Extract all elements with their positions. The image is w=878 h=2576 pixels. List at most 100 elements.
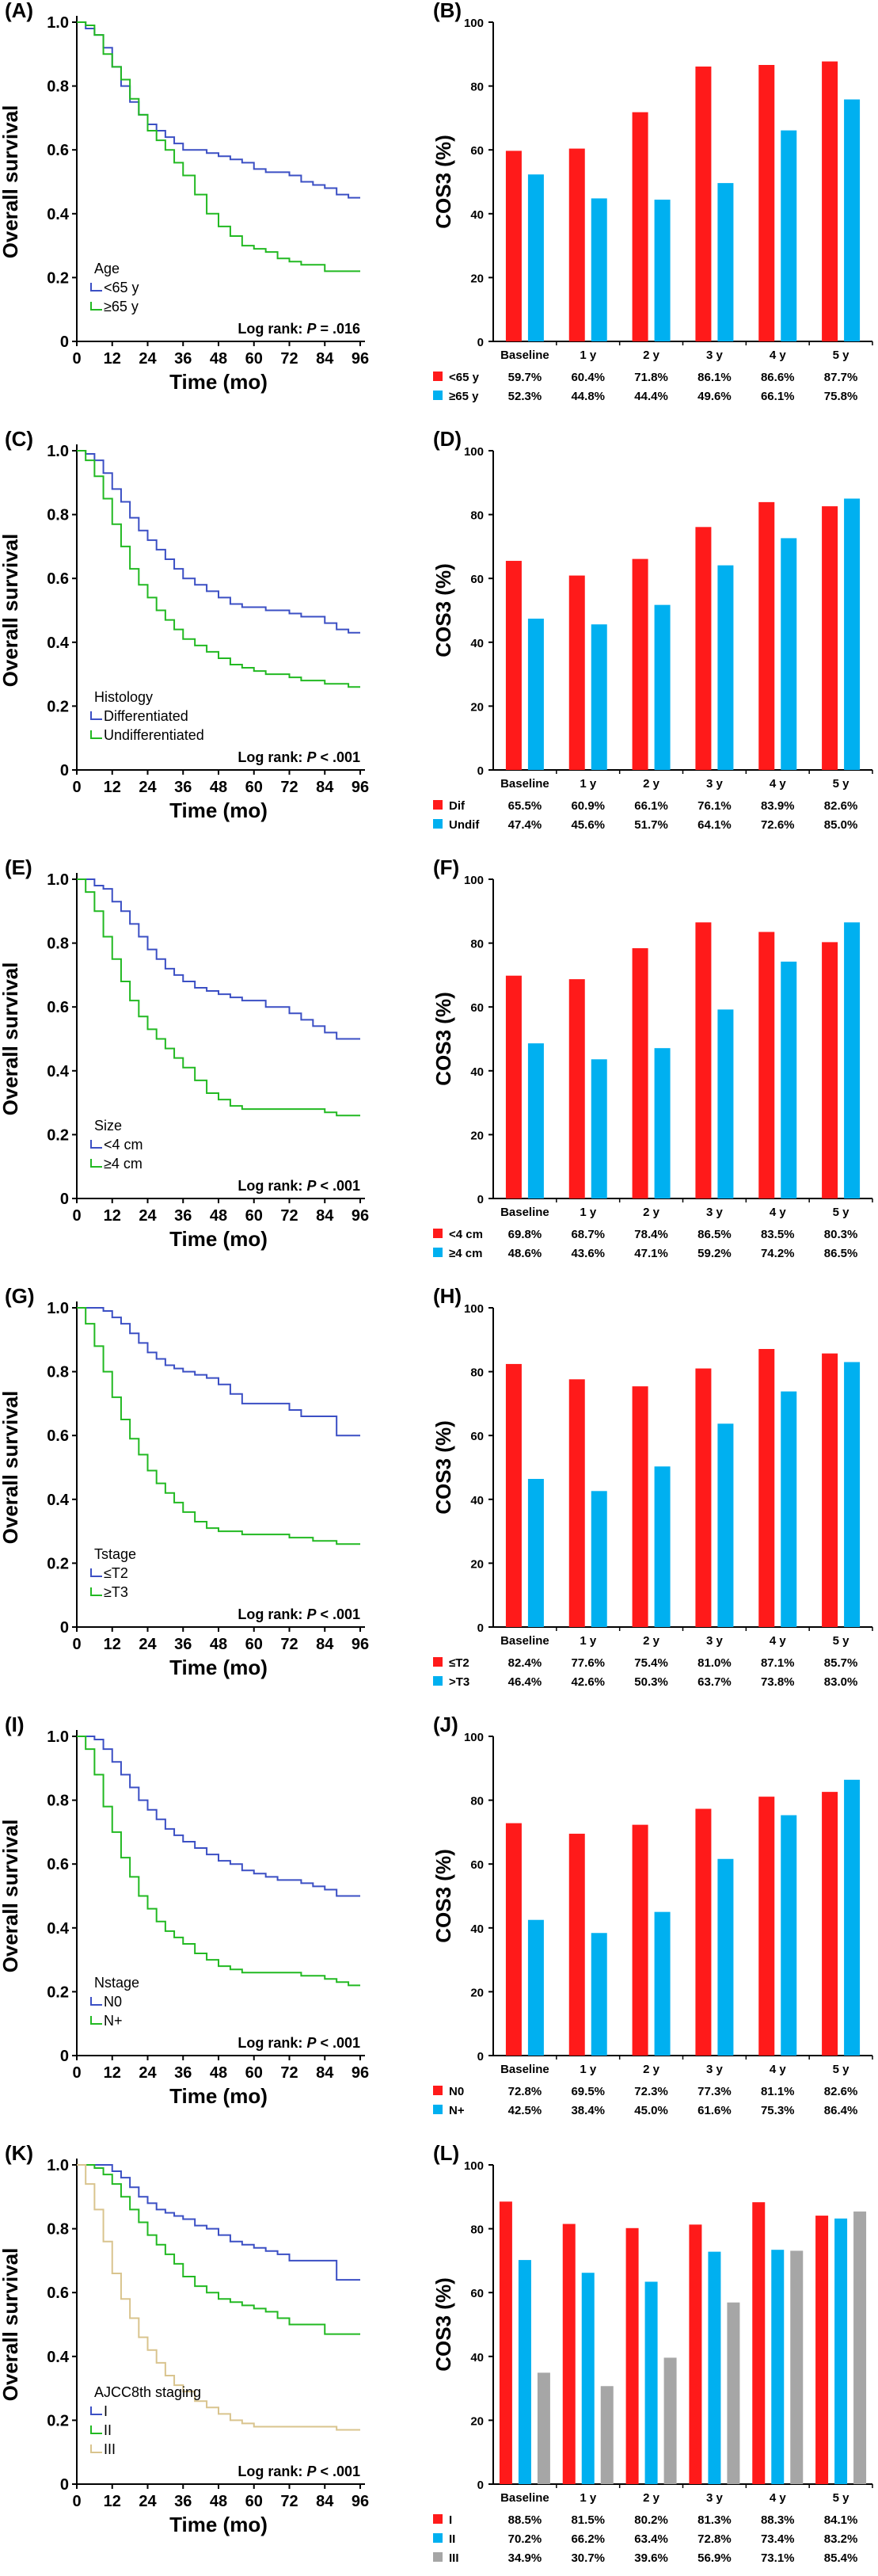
legend-title: Age [94,261,120,276]
legend-swatch [90,1587,102,1596]
bar [600,2386,614,2484]
y-tick-label: 0 [477,1193,484,1206]
y-tick-label: 40 [470,208,484,222]
km-panel: (I) 0 0.2 0.4 0.6 0.8 1.0 0 12 24 36 48 60 72 84 96 Time… [0,1713,369,2108]
x-tick-label: 0 [72,1207,81,1225]
y-tick-label: 0.2 [47,1126,69,1144]
x-tick-label: 12 [104,779,121,796]
x-tick-label: 0 [72,1636,81,1653]
y-tick-label: 80 [470,938,484,951]
y-tick-label: 0.4 [47,206,70,223]
data-label: 49.6% [697,390,732,403]
y-tick-label: 100 [464,1302,484,1316]
panel-label: (B) [433,0,462,22]
y-tick-label: 0.4 [47,1920,70,1938]
x-axis-title: Time (mo) [169,370,268,394]
y-axis-title: Overall survival [0,2248,22,2402]
y-tick-label: 0.6 [47,142,69,159]
y-tick-label: 20 [470,1129,484,1142]
x-tick-label: 1 y [580,349,597,362]
data-label: 73.8% [761,1675,795,1689]
bar [758,932,775,1198]
legend-entry: >T3 [449,1675,469,1689]
y-tick-label: 60 [470,2287,484,2300]
bar [717,1423,734,1627]
bar [632,948,648,1198]
y-axis-title: COS3 (%) [431,1420,455,1514]
bar [632,558,648,770]
bar [499,2201,512,2484]
y-tick-label: 0.4 [47,2349,70,2366]
bar [505,975,522,1198]
bar [695,922,712,1198]
bar [527,618,544,770]
panel-label: (F) [433,855,459,879]
data-label: 75.8% [824,390,858,403]
bar [568,1833,585,2056]
x-tick-label: 5 y [833,2063,850,2076]
logrank-text: Log rank: P < .001 [238,2464,360,2479]
legend-swatch [90,711,102,720]
legend-entry: N0 [449,2085,464,2098]
legend-swatch [433,372,443,381]
legend-swatch [90,302,102,311]
bar [717,1009,734,1198]
legend-entry: ≤T2 [104,1565,128,1581]
data-label: 68.7% [571,1228,605,1241]
data-label: 66.1% [761,390,795,403]
bar [527,1479,544,1627]
x-tick-label: 24 [139,2064,157,2082]
panel-label: (A) [5,0,33,22]
x-tick-label: 60 [245,1207,263,1225]
data-label: 72.6% [761,818,795,832]
bar [822,61,838,341]
x-tick-label: 72 [280,779,298,796]
data-label: 81.1% [761,2085,795,2098]
data-label: 82.6% [824,799,858,813]
legend-swatch [90,1997,102,2006]
legend-entry: I [449,2513,452,2527]
x-tick-label: 84 [316,1207,334,1225]
data-label: 69.5% [571,2085,605,2098]
y-tick-label: 1.0 [47,1300,69,1317]
legend-entry: II [104,2422,112,2438]
data-label: 85.7% [824,1656,858,1670]
data-label: 69.8% [508,1228,542,1241]
panel-label: (D) [433,427,462,451]
y-tick-label: 0 [477,2050,484,2063]
x-axis-title: Time (mo) [169,2513,268,2536]
x-tick-label: 36 [174,779,192,796]
x-tick-label: 96 [352,1207,369,1225]
bar [568,148,585,341]
y-tick-label: 40 [470,1065,484,1079]
bar [771,2250,785,2484]
y-tick-label: 0 [60,2048,69,2065]
data-label: 86.4% [824,2104,858,2117]
legend-entry: <65 y [449,371,480,384]
bar [518,2260,531,2484]
panel-label: (C) [5,427,33,451]
data-label: 77.3% [697,2085,732,2098]
data-label: 72.3% [634,2085,668,2098]
bar [844,498,861,770]
y-tick-label: 0 [477,1621,484,1635]
legend-entry: ≥65 y [449,390,479,403]
data-label: 59.2% [697,1247,732,1260]
bar [632,112,648,341]
y-tick-label: 60 [470,1430,484,1443]
y-axis-title: Overall survival [0,105,22,259]
data-label: 42.5% [508,2104,542,2117]
km-panel: (C) 0 0.2 0.4 0.6 0.8 1.0 0 12 24 36 48 60 72 84 96 Time… [0,427,369,822]
x-tick-label: 48 [210,1636,227,1653]
legend-swatch [90,283,102,292]
y-tick-label: 0 [477,764,484,778]
y-tick-label: 0.4 [47,1492,70,1509]
data-label: 83.5% [761,1228,795,1241]
x-tick-label: 24 [139,1207,157,1225]
bar [591,1933,607,2056]
data-label: 83.2% [824,2532,858,2546]
x-tick-label: 72 [280,2493,298,2510]
data-label: 83.9% [761,799,795,813]
bar [695,1808,712,2056]
bar [663,2357,677,2484]
